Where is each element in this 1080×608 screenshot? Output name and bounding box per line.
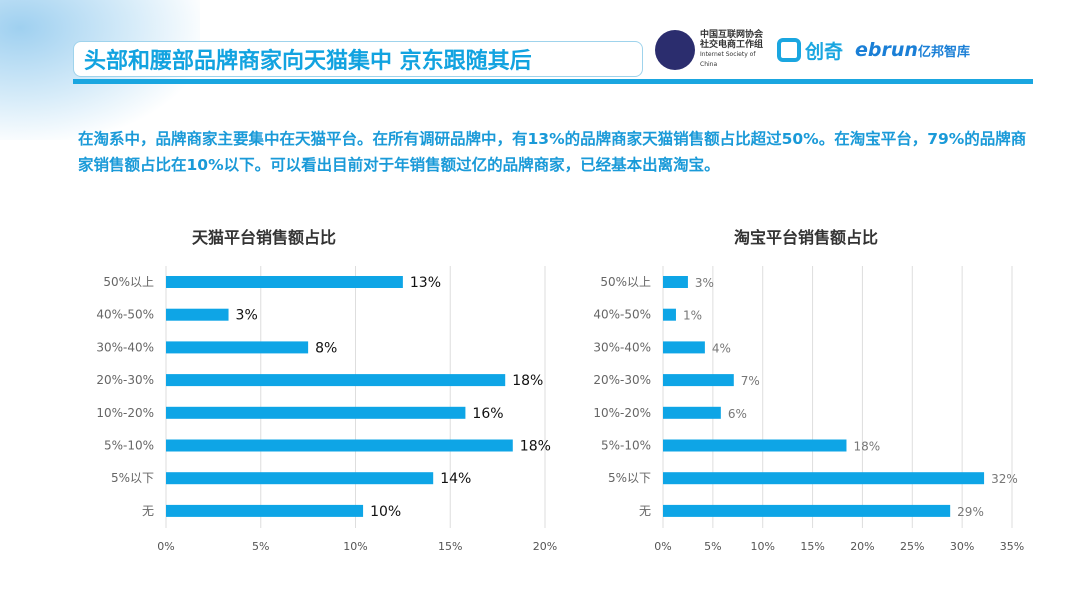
- tmall-bar: [166, 504, 364, 517]
- tmall-bar: [166, 406, 466, 419]
- taobao-data-label: 6%: [728, 407, 747, 421]
- ebrun-text: ebrun: [855, 39, 918, 61]
- tmall-data-label: 3%: [236, 308, 258, 324]
- isc-emblem-icon: [655, 30, 695, 70]
- tmall-chart-title: 天猫平台销售额占比: [192, 228, 336, 247]
- tmall-category-label: 40%-50%: [96, 308, 154, 322]
- taobao-category-label: 无: [639, 504, 651, 518]
- tmall-category-label: 30%-40%: [96, 340, 154, 354]
- ebrun-logo: ebrun亿邦智库: [855, 39, 970, 61]
- taobao-x-tick: 35%: [1000, 540, 1024, 553]
- taobao-data-label: 4%: [712, 341, 731, 355]
- taobao-category-label: 10%-20%: [593, 406, 651, 420]
- tmall-bar: [166, 439, 513, 452]
- tmall-data-label: 14%: [440, 471, 471, 487]
- taobao-data-label: 29%: [957, 505, 984, 519]
- taobao-x-tick: 0%: [654, 540, 671, 553]
- chuangqi-text: 创奇: [805, 40, 844, 63]
- tmall-category-label: 5%以下: [111, 471, 154, 485]
- taobao-data-label: 3%: [695, 276, 714, 290]
- tmall-bar: [166, 308, 229, 321]
- taobao-category-label: 5%以下: [608, 471, 651, 485]
- tmall-x-tick: 5%: [252, 540, 269, 553]
- charts: 天猫平台销售额占比 0% 5% 10% 15% 20% 50%以上 13% 40%-50% 3% 3…: [96, 228, 1024, 553]
- taobao-bar: [663, 374, 734, 387]
- taobao-category-label: 50%以上: [600, 275, 651, 289]
- isc-cn: 中国互联网协会 社交电商工作组: [700, 30, 764, 50]
- tmall-bar: [166, 341, 309, 354]
- tmall-category-label: 10%-20%: [96, 406, 154, 420]
- tmall-x-tick: 20%: [533, 540, 557, 553]
- title-box: 头部和腰部品牌商家向天猫集中 京东跟随其后: [73, 41, 643, 77]
- taobao-x-tick: 5%: [704, 540, 721, 553]
- taobao-x-tick: 25%: [900, 540, 924, 553]
- taobao-category-label: 30%-40%: [593, 340, 651, 354]
- taobao-category-label: 20%-30%: [593, 373, 651, 387]
- tmall-data-label: 8%: [315, 340, 337, 356]
- taobao-bar: [663, 276, 688, 288]
- description: 在淘系中，品牌商家主要集中在天猫平台。在所有调研品牌中，有13%的品牌商家天猫销…: [78, 130, 1027, 174]
- taobao-data-label: 7%: [741, 374, 760, 388]
- taobao-x-tick: 20%: [850, 540, 874, 553]
- tmall-bar: [166, 276, 403, 288]
- tmall-category-label: 20%-30%: [96, 373, 154, 387]
- ebrun-cn: 亿邦智库: [917, 45, 970, 60]
- tmall-bar: [166, 472, 434, 485]
- isc-en: Internet Society of China: [700, 51, 756, 68]
- tmall-x-tick: 0%: [157, 540, 174, 553]
- page-title: 头部和腰部品牌商家向天猫集中 京东跟随其后: [84, 49, 532, 74]
- taobao-data-label: 1%: [683, 309, 702, 323]
- chuangqi-icon: [777, 38, 801, 62]
- chuangqi-logo: 创奇: [777, 37, 843, 64]
- tmall-category-label: 50%以上: [103, 275, 154, 289]
- taobao-bar: [663, 472, 985, 485]
- tmall-x-tick: 10%: [343, 540, 367, 553]
- logos: 中国互联网协会 社交电商工作组 Internet Society of China…: [655, 30, 1045, 70]
- taobao-bar: [663, 406, 721, 419]
- tmall-x-tick: 15%: [438, 540, 462, 553]
- tmall-data-label: 13%: [410, 275, 441, 291]
- taobao-data-label: 18%: [853, 440, 880, 454]
- tmall-data-label: 10%: [370, 504, 401, 520]
- taobao-data-label: 32%: [991, 472, 1018, 486]
- taobao-category-label: 5%-10%: [601, 439, 651, 453]
- taobao-category-label: 40%-50%: [593, 308, 651, 322]
- taobao-x-tick: 10%: [750, 540, 774, 553]
- tmall-bar: [166, 374, 506, 387]
- tmall-data-label: 16%: [472, 406, 503, 422]
- taobao-x-tick: 30%: [950, 540, 974, 553]
- tmall-data-label: 18%: [512, 373, 543, 389]
- tmall-data-label: 18%: [520, 439, 551, 455]
- taobao-chart-title: 淘宝平台销售额占比: [734, 228, 878, 247]
- taobao-bar: [663, 341, 705, 354]
- taobao-bar: [663, 439, 847, 452]
- taobao-bar: [663, 308, 676, 321]
- title-underline: [73, 79, 1033, 84]
- tmall-category-label: 5%-10%: [104, 439, 154, 453]
- tmall-category-label: 无: [142, 504, 154, 518]
- isc-logo: 中国互联网协会 社交电商工作组 Internet Society of China: [655, 30, 765, 70]
- taobao-x-tick: 15%: [800, 540, 824, 553]
- taobao-bar: [663, 504, 951, 517]
